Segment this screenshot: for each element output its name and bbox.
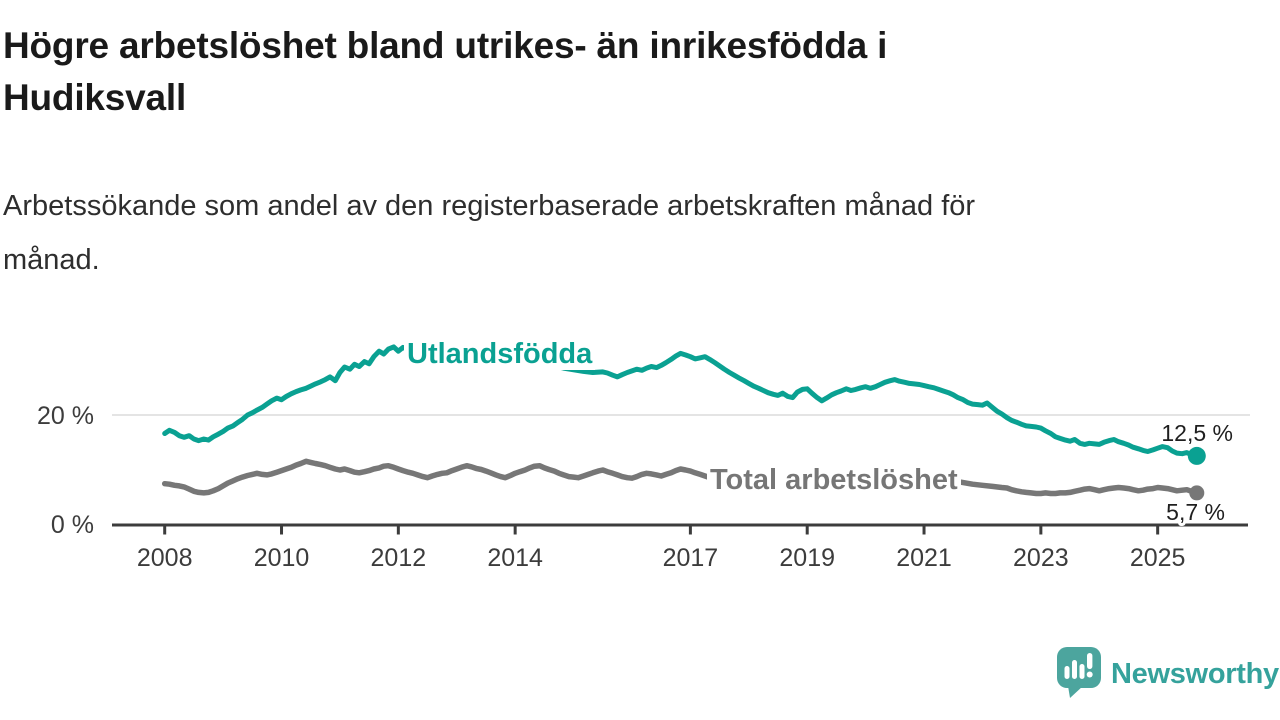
x-tick-label: 2023 <box>1013 544 1069 572</box>
x-tick-label: 2021 <box>896 544 952 572</box>
series-label-utlandsfodda: Utlandsfödda <box>404 339 596 370</box>
x-tick-label: 2014 <box>487 544 543 572</box>
y-tick-label: 0 % <box>51 511 94 539</box>
chart-subtitle: Arbetssökande som andel av den registerb… <box>3 190 976 276</box>
series-end-dot <box>1187 446 1206 465</box>
series-label-total-arbetsloshet: Total arbetslöshet <box>707 465 961 496</box>
newsworthy-logo-text: Newsworthy <box>1111 657 1279 690</box>
x-tick-label: 2008 <box>137 544 193 572</box>
newsworthy-logo-icon <box>1056 646 1102 703</box>
series-line-utlandsfodda <box>162 344 1200 459</box>
end-value-label-total: 5,7 % <box>1166 499 1225 525</box>
series-end-dot <box>1189 485 1205 501</box>
x-tick-label: 2012 <box>371 544 427 572</box>
x-tick-label: 2019 <box>779 544 835 572</box>
x-tick-label: 2017 <box>663 544 719 572</box>
x-tick-label: 2025 <box>1130 544 1186 572</box>
series-line-total-arbetsloshet <box>161 458 1200 497</box>
x-tick-label: 2010 <box>254 544 310 572</box>
newsworthy-logo: Newsworthy <box>1056 646 1279 703</box>
end-value-label-utlandsfodda: 12,5 % <box>1161 420 1233 446</box>
y-tick-label: 20 % <box>37 402 94 430</box>
chart-title: Högre arbetslöshet bland utrikes- än inr… <box>3 25 888 118</box>
